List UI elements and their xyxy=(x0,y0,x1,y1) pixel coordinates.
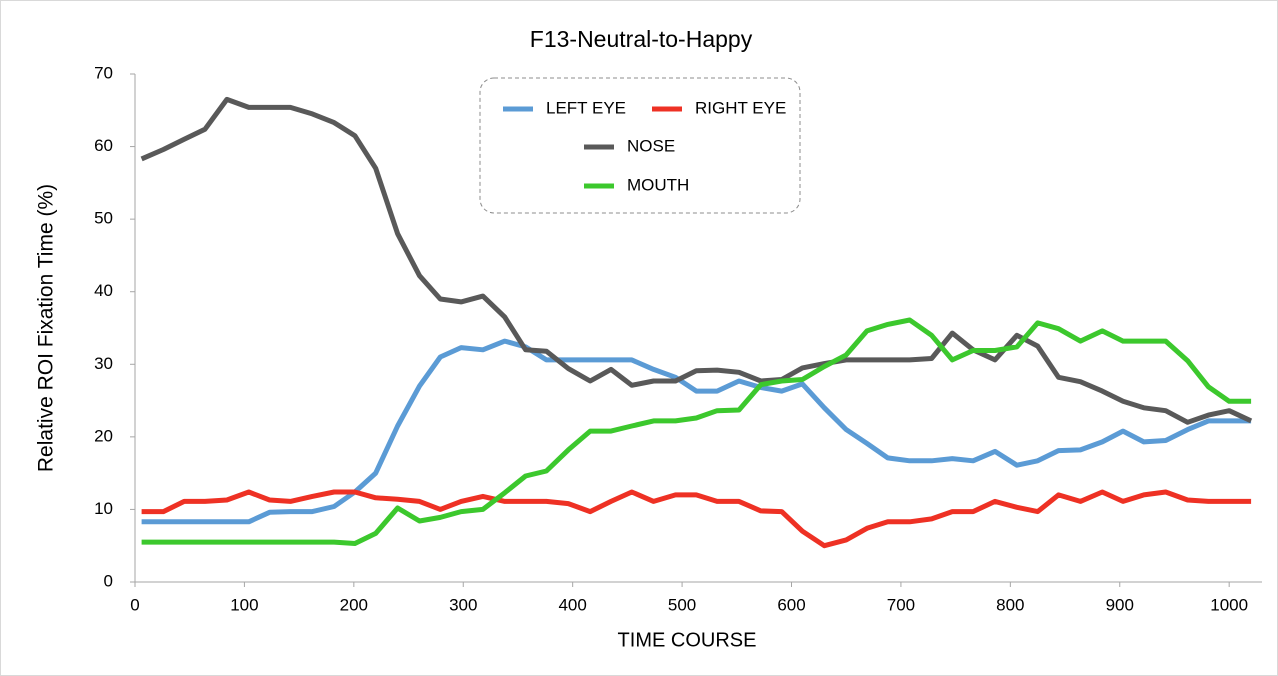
legend-label: NOSE xyxy=(627,136,675,155)
legend-box xyxy=(479,77,801,214)
legend-label: RIGHT EYE xyxy=(695,98,786,117)
x-tick-label: 600 xyxy=(777,595,805,614)
x-tick-label: 100 xyxy=(230,595,258,614)
x-axis-label: TIME COURSE xyxy=(618,629,757,651)
y-axis-label: Relative ROI Fixation Time (%) xyxy=(35,184,58,472)
y-tick-label: 60 xyxy=(94,136,113,155)
legend-label: MOUTH xyxy=(627,175,689,194)
y-tick-label: 10 xyxy=(94,499,113,518)
y-tick-label: 70 xyxy=(94,63,113,82)
legend-label: LEFT EYE xyxy=(546,98,626,117)
series-line xyxy=(141,338,1252,525)
x-tick-label: 800 xyxy=(996,595,1024,614)
chart-title: F13-Neutral-to-Happy xyxy=(530,26,753,52)
x-tick-label: 1000 xyxy=(1210,595,1248,614)
x-tick-label: 300 xyxy=(449,595,477,614)
x-tick-label: 0 xyxy=(130,595,139,614)
y-tick-label: 40 xyxy=(94,281,113,300)
x-tick-label: 500 xyxy=(668,595,696,614)
series-line xyxy=(141,317,1252,546)
y-tick-label: 0 xyxy=(104,571,113,590)
y-tick-label: 50 xyxy=(94,209,113,228)
x-tick-label: 200 xyxy=(340,595,368,614)
x-tick-label: 900 xyxy=(1106,595,1134,614)
series-line xyxy=(141,489,1252,549)
y-tick-label: 20 xyxy=(94,426,113,445)
y-tick-label: 30 xyxy=(94,354,113,373)
x-tick-label: 700 xyxy=(887,595,915,614)
series-line xyxy=(140,96,1253,425)
x-tick-label: 400 xyxy=(558,595,586,614)
